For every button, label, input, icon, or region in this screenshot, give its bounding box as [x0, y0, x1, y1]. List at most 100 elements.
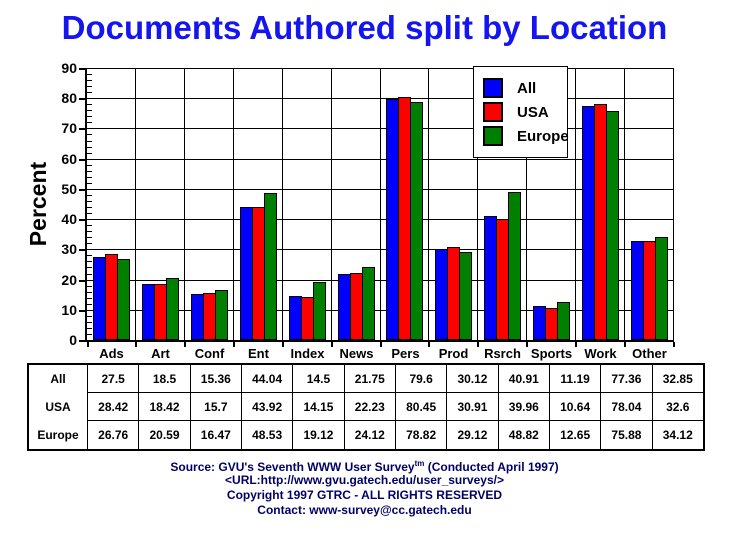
gridline-v	[282, 68, 283, 340]
table-cell: 16.47	[191, 421, 242, 449]
y-tick-minor	[87, 292, 92, 293]
y-tick-label: 80	[61, 90, 77, 106]
bar-europe-ent	[264, 193, 277, 340]
footer-source-date: (Conducted April 1997)	[424, 460, 559, 474]
y-tick-minor	[87, 207, 92, 208]
x-tick	[233, 342, 235, 347]
y-tick-major	[79, 249, 85, 251]
x-category-label: Ads	[99, 346, 124, 361]
y-tick-minor	[87, 304, 92, 305]
y-tick-minor	[87, 237, 92, 238]
x-tick	[428, 342, 430, 347]
x-tick	[673, 342, 675, 347]
y-tick-minor	[87, 171, 92, 172]
table-cell: 15.36	[190, 365, 242, 393]
x-tick	[184, 342, 186, 347]
gridline-v	[331, 68, 332, 340]
gridline-v	[477, 68, 478, 340]
y-tick-minor	[87, 141, 92, 142]
bar-europe-art	[166, 278, 179, 340]
y-tick-minor	[87, 322, 92, 323]
y-tick-label: 70	[61, 120, 77, 136]
x-category-label: Conf	[194, 346, 225, 361]
y-tick-label: 0	[69, 332, 77, 348]
footer-source-text: Source: GVU's Seventh WWW User Survey	[170, 460, 415, 474]
x-category-label: Prod	[438, 346, 469, 361]
bar-europe-rsrch	[508, 192, 521, 340]
y-tick-minor	[87, 153, 92, 154]
bar-europe-index	[313, 282, 326, 340]
y-tick-label: 20	[61, 272, 77, 288]
bar-europe-prod	[459, 252, 472, 340]
y-tick-label: 90	[61, 60, 77, 76]
y-tick-major	[79, 310, 85, 312]
y-tick-label: 60	[61, 151, 77, 167]
y-tick-major	[79, 189, 85, 191]
footer-contact-line: Contact: www-survey@cc.gatech.edu	[257, 503, 472, 517]
table-cell: 18.5	[139, 365, 191, 393]
table-row-all: All 27.5 18.5 15.36 44.04 14.5 21.75 79.6 30.12 4…	[29, 365, 703, 393]
y-tick-major	[79, 340, 85, 342]
footer-source-line: Source: GVU's Seventh WWW User Surveytm …	[0, 457, 729, 474]
plot-area: All USA Europe 0 10 20 30 40 50 60 70 80 90 Ads Art Co…	[61, 60, 675, 361]
y-tick-major	[79, 159, 85, 161]
x-tick	[87, 342, 89, 347]
bar-europe-work	[606, 111, 619, 340]
legend-item-usa: USA	[483, 102, 567, 122]
table-cell: 14.15	[293, 393, 345, 421]
table-cell: 78.04	[601, 393, 653, 421]
legend-swatch-europe	[483, 126, 503, 146]
y-tick-minor	[87, 334, 92, 335]
y-tick-minor	[87, 116, 92, 117]
table-cell: 18.42	[139, 393, 191, 421]
gridline-v	[135, 68, 136, 340]
bar-europe-other	[655, 237, 668, 340]
bar-europe-ads	[117, 259, 130, 340]
gridline-v	[526, 68, 527, 340]
y-tick-minor	[87, 316, 92, 317]
table-cell: 20.59	[139, 421, 191, 449]
table-cell: 40.91	[498, 365, 550, 393]
y-tick-major	[79, 68, 85, 70]
y-tick-minor	[87, 183, 92, 184]
x-category-label: Sports	[530, 346, 573, 361]
gridline-v	[575, 68, 576, 340]
table-cell: 30.12	[447, 365, 499, 393]
table-cell: 22.23	[344, 393, 396, 421]
y-tick-minor	[87, 286, 92, 287]
table-cell: 30.91	[447, 393, 499, 421]
gridline-v	[233, 68, 234, 340]
x-tick	[526, 342, 528, 347]
y-tick-minor	[87, 231, 92, 232]
x-tick	[477, 342, 479, 347]
table-cell: 77.36	[601, 365, 653, 393]
x-category-label: Art	[151, 346, 170, 361]
gridline-v	[673, 68, 674, 340]
y-tick-minor	[87, 110, 92, 111]
bar-europe-sports	[557, 302, 570, 340]
table-cell: 34.12	[662, 428, 693, 442]
y-tick-major	[79, 128, 85, 130]
legend-label: All	[517, 79, 537, 97]
bar-europe-pers	[410, 102, 423, 340]
x-tick	[135, 342, 137, 347]
x-category-label: Index	[290, 346, 325, 361]
data-table: All 27.5 18.5 15.36 44.04 14.5 21.75 79.6 30.12 4…	[27, 363, 705, 451]
table-cell: 14.5	[293, 365, 345, 393]
y-tick-minor	[87, 267, 92, 268]
x-tick	[331, 342, 333, 347]
table-cell: 78.82	[396, 421, 448, 449]
x-category-label: News	[339, 346, 374, 361]
y-tick-minor	[87, 243, 92, 244]
y-tick-major	[79, 219, 85, 221]
y-tick-label: 50	[61, 181, 77, 197]
gridline-v	[428, 68, 429, 340]
y-tick-minor	[87, 92, 92, 93]
legend-label: Europe	[517, 127, 569, 145]
y-tick-minor	[87, 86, 92, 87]
table-cell: 27.5	[88, 365, 140, 393]
table-cell: 39.96	[498, 393, 550, 421]
bar-europe-conf	[215, 290, 228, 340]
table-row-label: USA	[29, 393, 88, 421]
